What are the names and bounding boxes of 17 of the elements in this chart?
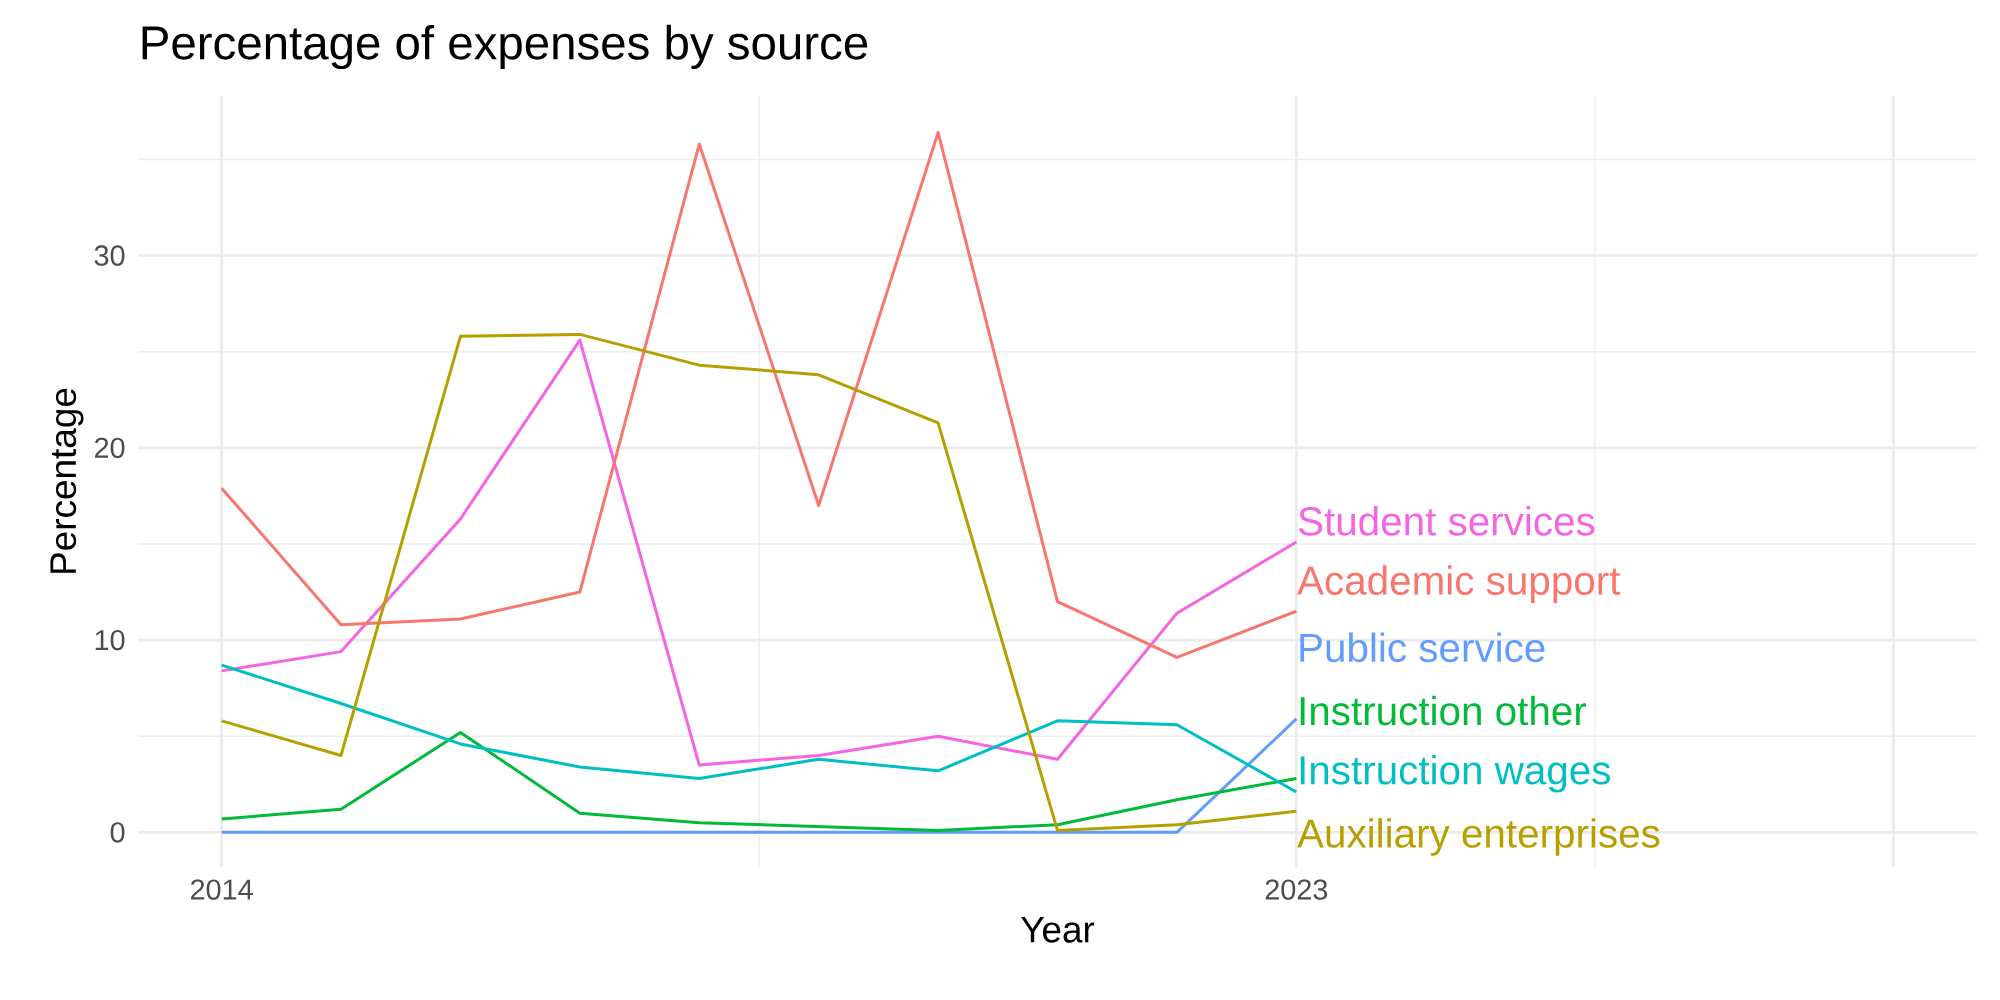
series-label: Instruction wages (1300, 754, 1611, 793)
x-tick-label: 2023 (1265, 879, 1328, 900)
line-series (220, 131, 1298, 659)
y-tick-label: 0 (110, 822, 125, 843)
series-label: Academic support (1297, 565, 1621, 603)
series-label: Student services (1298, 506, 1595, 536)
series-label: Instruction other (1300, 695, 1587, 726)
series-label: Auxiliary enterprises (1297, 818, 1660, 856)
series-label: Public service (1300, 632, 1545, 663)
line-series (220, 663, 1298, 794)
y-tick-label: 30 (94, 245, 125, 266)
y-tick-label: 20 (94, 437, 125, 459)
chart-title: Percentage of expenses by source (142, 24, 868, 70)
x-tick-label: 2014 (190, 879, 253, 900)
y-axis-title: Percentage (50, 388, 84, 573)
y-tick-label: 10 (95, 629, 125, 651)
x-axis-title: Year (1021, 916, 1095, 943)
